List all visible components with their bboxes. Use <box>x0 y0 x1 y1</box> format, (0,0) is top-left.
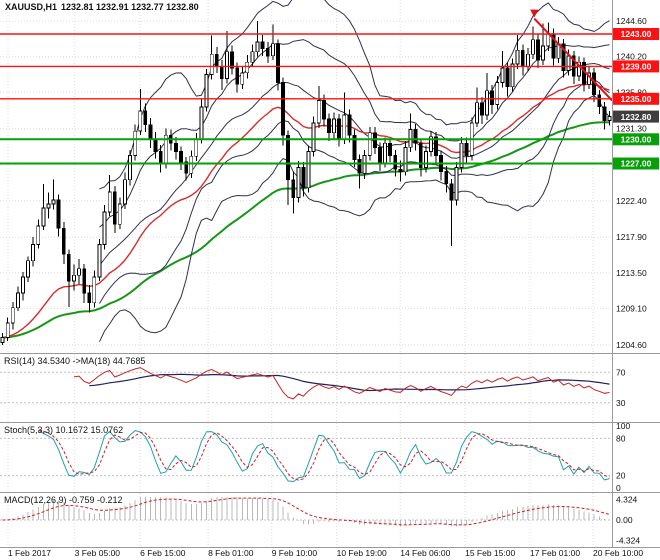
resistance-price-tag[interactable] <box>613 28 659 40</box>
rsi-chart-canvas[interactable]: 70 30 <box>0 354 660 422</box>
svg-text:1235.80: 1235.80 <box>616 87 647 97</box>
macd-label: MACD(12,26,9) -0.759 -0.212 <box>4 495 123 505</box>
time-label: 10 Feb 19:00 <box>336 548 387 558</box>
time-label: 15 Feb 15:00 <box>465 548 516 558</box>
macd-axis: 4.324 0.00 -4.324 <box>0 494 640 546</box>
svg-text:0: 0 <box>616 483 621 492</box>
svg-text:0.00: 0.00 <box>616 515 633 525</box>
svg-text:70: 70 <box>616 367 626 377</box>
price-panel: 1244.601240.201235.801231.301226.901222.… <box>0 0 660 353</box>
svg-text:1243.00: 1243.00 <box>621 29 652 39</box>
svg-text:30: 30 <box>616 398 626 408</box>
stoch-chart-canvas[interactable]: 100 80 20 0 <box>0 423 660 492</box>
svg-text:1217.90: 1217.90 <box>616 232 647 242</box>
macd-chart-canvas[interactable]: 4.324 0.00 -4.324 <box>0 493 660 547</box>
time-label: 14 Feb 06:00 <box>400 548 451 558</box>
svg-text:1213.50: 1213.50 <box>616 268 647 278</box>
vertical-grid <box>7 423 594 492</box>
svg-text:-4.324: -4.324 <box>616 536 640 546</box>
support-price-tag[interactable] <box>613 157 659 170</box>
rsi-levels: 70 30 <box>0 367 626 408</box>
rsi-ma-line <box>89 373 610 392</box>
chart-title: XAUUSD,H1 1232.81 1232.91 1232.77 1232.80 <box>5 2 203 12</box>
price-tags: 1243.00 1239.00 1235.00 1230.00 1227.00 1232.… <box>613 28 659 170</box>
svg-text:1230.00: 1230.00 <box>621 134 652 144</box>
candles <box>0 21 612 345</box>
horizontal-grid <box>0 20 612 346</box>
svg-text:1227.00: 1227.00 <box>621 159 652 169</box>
support-resistance-lines <box>0 33 612 165</box>
time-label: 1 Feb 2017 <box>7 548 51 558</box>
time-axis[interactable]: 1 Feb 2017 3 Feb 05:00 6 Feb 15:00 8 Feb 01… <box>0 547 660 560</box>
support-price-tag[interactable] <box>613 133 659 146</box>
time-label: 6 Feb 15:00 <box>140 548 186 558</box>
ma-fast-line <box>2 83 610 339</box>
macd-panel: 4.324 0.00 -4.324 MACD(12,26,9) -0.759 -0.… <box>0 492 660 547</box>
svg-text:1239.00: 1239.00 <box>621 62 652 72</box>
svg-text:4.324: 4.324 <box>616 494 638 504</box>
current-price-tag[interactable] <box>613 110 659 123</box>
rsi-panel: 70 30 RSI(14) 34.5340 ->MA(18) 44.7685 <box>0 353 660 422</box>
time-label: 17 Feb 01:00 <box>529 548 581 558</box>
macd-histogram <box>7 497 610 527</box>
time-label: 9 Feb 10:00 <box>271 548 318 558</box>
rsi-label: RSI(14) 34.5340 ->MA(18) 44.7685 <box>4 356 146 366</box>
svg-text:1232.80: 1232.80 <box>621 112 652 122</box>
svg-text:1222.40: 1222.40 <box>616 196 647 206</box>
rsi-line <box>73 367 610 400</box>
price-chart-canvas[interactable]: 1244.601240.201235.801231.301226.901222.… <box>0 0 660 353</box>
resistance-price-tag[interactable] <box>613 60 659 73</box>
quote-ohlc: 1232.81 1232.91 1232.77 1232.80 <box>61 2 199 12</box>
stoch-label: Stoch(5,3,3) 10.1672 15.0762 <box>4 425 124 435</box>
trendline <box>530 9 613 102</box>
svg-text:1235.00: 1235.00 <box>621 94 652 104</box>
vertical-grid <box>7 0 594 353</box>
svg-text:1231.30: 1231.30 <box>616 124 647 134</box>
stoch-signal-line <box>38 429 610 481</box>
svg-text:100: 100 <box>616 423 630 431</box>
ma-slow-line <box>2 121 610 339</box>
svg-text:1209.10: 1209.10 <box>616 303 647 313</box>
svg-text:1204.60: 1204.60 <box>616 340 647 350</box>
symbol-timeframe: XAUUSD,H1 <box>5 2 58 12</box>
resistance-price-tag[interactable] <box>613 92 659 105</box>
macd-signal-line <box>2 497 610 526</box>
time-label: 3 Feb 05:00 <box>74 548 121 558</box>
stoch-panel: 100 80 20 0 Stoch(5,3,3) 10.1672 15.0762 <box>0 422 660 492</box>
svg-text:1244.60: 1244.60 <box>616 16 647 26</box>
time-label: 20 Feb 10:00 <box>593 548 644 558</box>
svg-text:80: 80 <box>616 433 626 443</box>
time-label: 8 Feb 01:00 <box>208 548 254 558</box>
svg-text:20: 20 <box>616 471 626 481</box>
stoch-main-line <box>38 429 610 483</box>
svg-text:1240.20: 1240.20 <box>616 52 647 62</box>
